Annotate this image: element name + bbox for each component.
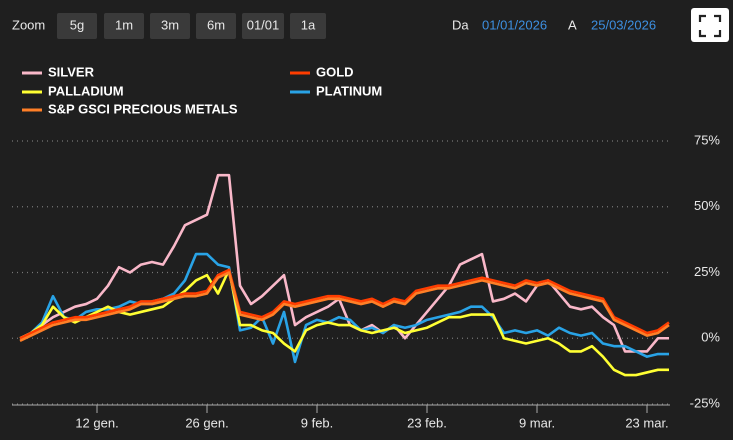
- zoom-button[interactable]: [104, 13, 144, 39]
- from-date[interactable]: 01/01/2026: [482, 17, 547, 32]
- zoom-button-label[interactable]: 1m: [115, 17, 133, 32]
- to-label: A: [568, 17, 577, 32]
- x-tick-label: 12 gen.: [75, 415, 118, 430]
- series-line: [19, 173, 669, 353]
- x-tick-label: 9 feb.: [301, 415, 334, 430]
- zoom-button[interactable]: [57, 13, 97, 39]
- x-tick-label: 9 mar.: [519, 415, 555, 430]
- series-line: [19, 268, 670, 340]
- legend-label[interactable]: PALLADIUM: [48, 83, 124, 98]
- legend-label[interactable]: GOLD: [316, 64, 354, 79]
- zoom-button-label[interactable]: 1a: [301, 17, 316, 32]
- x-tick-label: 23 feb.: [407, 415, 447, 430]
- legend-label[interactable]: PLATINUM: [316, 83, 382, 98]
- zoom-button-label[interactable]: 3m: [161, 17, 179, 32]
- zoom-button-label[interactable]: 5g: [70, 17, 84, 32]
- from-label: Da: [452, 17, 469, 32]
- x-tick-label: 26 gen.: [185, 415, 228, 430]
- series-line: [19, 271, 670, 343]
- x-tick-label: 23 mar.: [625, 415, 668, 430]
- y-tick-label: 75%: [694, 132, 720, 147]
- zoom-button[interactable]: [290, 13, 326, 39]
- zoom-button[interactable]: [196, 13, 236, 39]
- zoom-button-label[interactable]: 6m: [207, 17, 225, 32]
- zoom-button-label[interactable]: 01/01: [247, 17, 280, 32]
- y-tick-label: 50%: [694, 198, 720, 213]
- to-date[interactable]: 25/03/2026: [591, 17, 656, 32]
- fullscreen-button[interactable]: [691, 8, 729, 42]
- series-line: [19, 252, 669, 364]
- zoom-button[interactable]: [150, 13, 190, 39]
- y-tick-label: 0%: [701, 330, 720, 345]
- series-line: [19, 268, 669, 377]
- legend-label[interactable]: SILVER: [48, 64, 95, 79]
- zoom-label: Zoom: [12, 17, 45, 32]
- y-tick-label: 25%: [694, 264, 720, 279]
- y-tick-label: -25%: [690, 395, 721, 410]
- zoom-button[interactable]: [242, 13, 284, 39]
- legend-label[interactable]: S&P GSCI PRECIOUS METALS: [48, 101, 238, 116]
